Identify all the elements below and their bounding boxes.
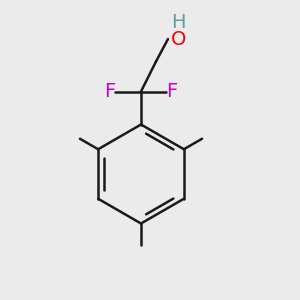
Text: H: H [171, 13, 185, 32]
Text: O: O [171, 29, 186, 49]
Text: F: F [167, 82, 178, 101]
Text: F: F [104, 82, 116, 101]
